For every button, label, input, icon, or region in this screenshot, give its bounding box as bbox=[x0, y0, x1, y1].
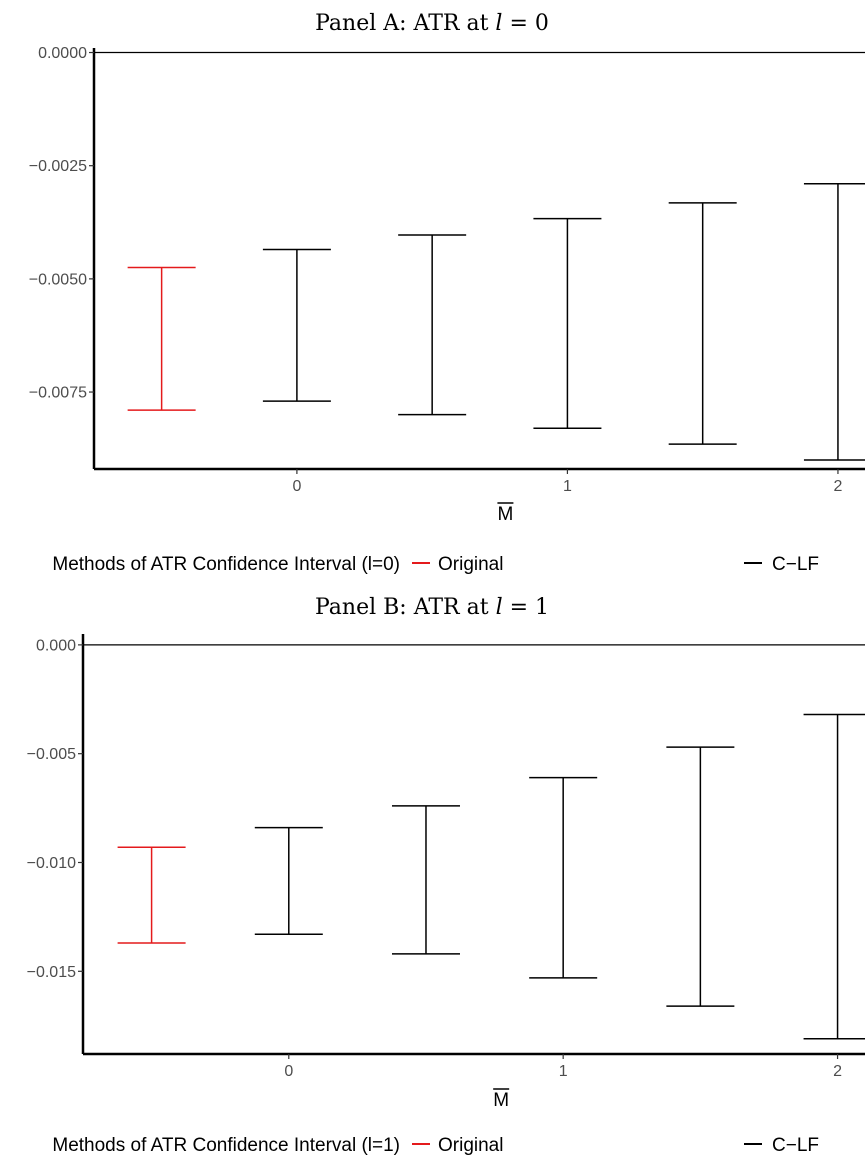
y-tick-label: −0.005 bbox=[27, 746, 76, 763]
y-tick-label: −0.010 bbox=[27, 855, 76, 872]
legend-label-c-lf: C−LF bbox=[772, 1135, 819, 1156]
errorbar-c-lf bbox=[254, 826, 323, 936]
errorbar-c-lf bbox=[398, 234, 467, 416]
panel-title: Panel A: ATR at l = 0 bbox=[315, 11, 549, 36]
legend-label-original: Original bbox=[438, 554, 503, 575]
panel-title-suffix: = 1 bbox=[503, 595, 549, 620]
panel-title-var: l bbox=[495, 11, 502, 36]
x-tick-label: 1 bbox=[559, 1063, 568, 1080]
errorbar-c-lf bbox=[666, 746, 735, 1007]
legend-label-original: Original bbox=[438, 1135, 503, 1156]
errorbar-c-lf bbox=[803, 713, 865, 1040]
y-tick-label: −0.015 bbox=[27, 964, 76, 981]
y-tick-label: −0.0075 bbox=[29, 385, 87, 402]
x-tick-label: 2 bbox=[833, 478, 842, 495]
errorbar-c-lf bbox=[391, 805, 460, 955]
panel-title-prefix: Panel A: ATR at bbox=[315, 11, 495, 36]
legend: Methods of ATR Confidence Interval (l=1)… bbox=[52, 1135, 819, 1156]
x-axis-title: M bbox=[498, 504, 514, 525]
legend: Methods of ATR Confidence Interval (l=0)… bbox=[52, 554, 819, 575]
y-tick-label: −0.0050 bbox=[29, 271, 87, 288]
y-tick-label: 0.0000 bbox=[38, 45, 87, 62]
x-axis-title: M bbox=[493, 1090, 509, 1111]
x-tick-label: 0 bbox=[292, 478, 301, 495]
panel-title-prefix: Panel B: ATR at bbox=[315, 595, 496, 620]
legend-title: Methods of ATR Confidence Interval (l=0) bbox=[52, 554, 400, 575]
errorbar-c-lf bbox=[803, 183, 865, 461]
errorbar-c-lf bbox=[533, 217, 602, 430]
x-tick-label: 2 bbox=[833, 1063, 842, 1080]
errorbar-c-lf bbox=[529, 776, 598, 979]
panel-title-suffix: = 0 bbox=[502, 11, 548, 36]
errorbar-original bbox=[127, 266, 196, 411]
errorbar-c-lf bbox=[668, 202, 737, 445]
legend-label-c-lf: C−LF bbox=[772, 554, 819, 575]
errorbar-original bbox=[117, 846, 186, 944]
legend-title: Methods of ATR Confidence Interval (l=1) bbox=[52, 1135, 400, 1156]
panel-title-var: l bbox=[496, 595, 503, 620]
x-tick-label: 0 bbox=[284, 1063, 293, 1080]
panel-b: Panel B: ATR at l = 1 0.000 −0.005 −0.010 −0… bbox=[27, 595, 865, 1156]
y-tick-label: −0.0025 bbox=[29, 158, 87, 175]
y-tick-label: 0.000 bbox=[36, 637, 76, 654]
x-tick-label: 1 bbox=[563, 478, 572, 495]
panel-a: Panel A: ATR at l = 0 0.0000 −0.0025 −0.005… bbox=[29, 11, 865, 575]
panel-title: Panel B: ATR at l = 1 bbox=[315, 595, 549, 620]
errorbar-c-lf bbox=[262, 248, 331, 402]
